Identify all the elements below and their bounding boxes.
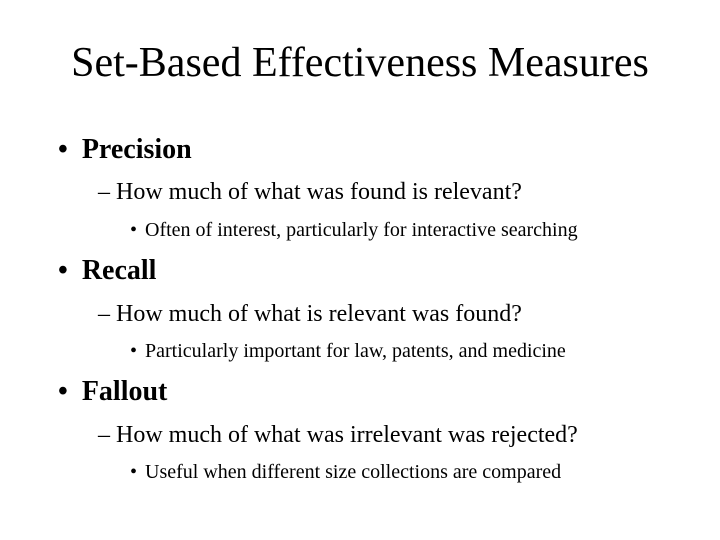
slide-title: Set-Based Effectiveness Measures (71, 40, 649, 86)
bullet-recall: • Recall (58, 255, 156, 287)
bullet-fallout: • Fallout (58, 376, 167, 408)
bullet-icon: • (130, 219, 138, 241)
heading-fallout: Fallout (81, 376, 168, 407)
question-precision: How much of what was found is relevant? (116, 179, 522, 205)
question-fallout: How much of what was irrelevant was reje… (116, 422, 578, 448)
question-recall: How much of what is relevant was found? (116, 301, 522, 327)
bullet-icon: • (130, 461, 138, 483)
note-text-fallout: Useful when different size collections a… (145, 461, 562, 483)
note-text-recall: Particularly important for law, patents,… (145, 340, 566, 362)
note-precision: • Often of interest, particularly for int… (130, 218, 578, 242)
sub-bullet-recall: – How much of what is relevant was found? (98, 300, 522, 328)
heading-precision: Precision (81, 134, 192, 165)
heading-recall: Recall (81, 255, 157, 286)
dash-icon: – (98, 301, 110, 327)
note-text-precision: Often of interest, particularly for inte… (145, 219, 578, 241)
bullet-precision: • Precision (58, 134, 192, 166)
sub-bullet-fallout: – How much of what was irrelevant was rej… (98, 421, 578, 449)
note-fallout: • Useful when different size collections … (130, 460, 561, 484)
sub-bullet-precision: – How much of what was found is relevant? (98, 178, 522, 206)
bullet-icon: • (58, 376, 68, 407)
bullet-icon: • (130, 340, 138, 362)
dash-icon: – (98, 422, 110, 448)
bullet-icon: • (58, 134, 68, 165)
dash-icon: – (98, 179, 110, 205)
note-recall: • Particularly important for law, patents… (130, 339, 566, 363)
bullet-icon: • (58, 255, 68, 286)
